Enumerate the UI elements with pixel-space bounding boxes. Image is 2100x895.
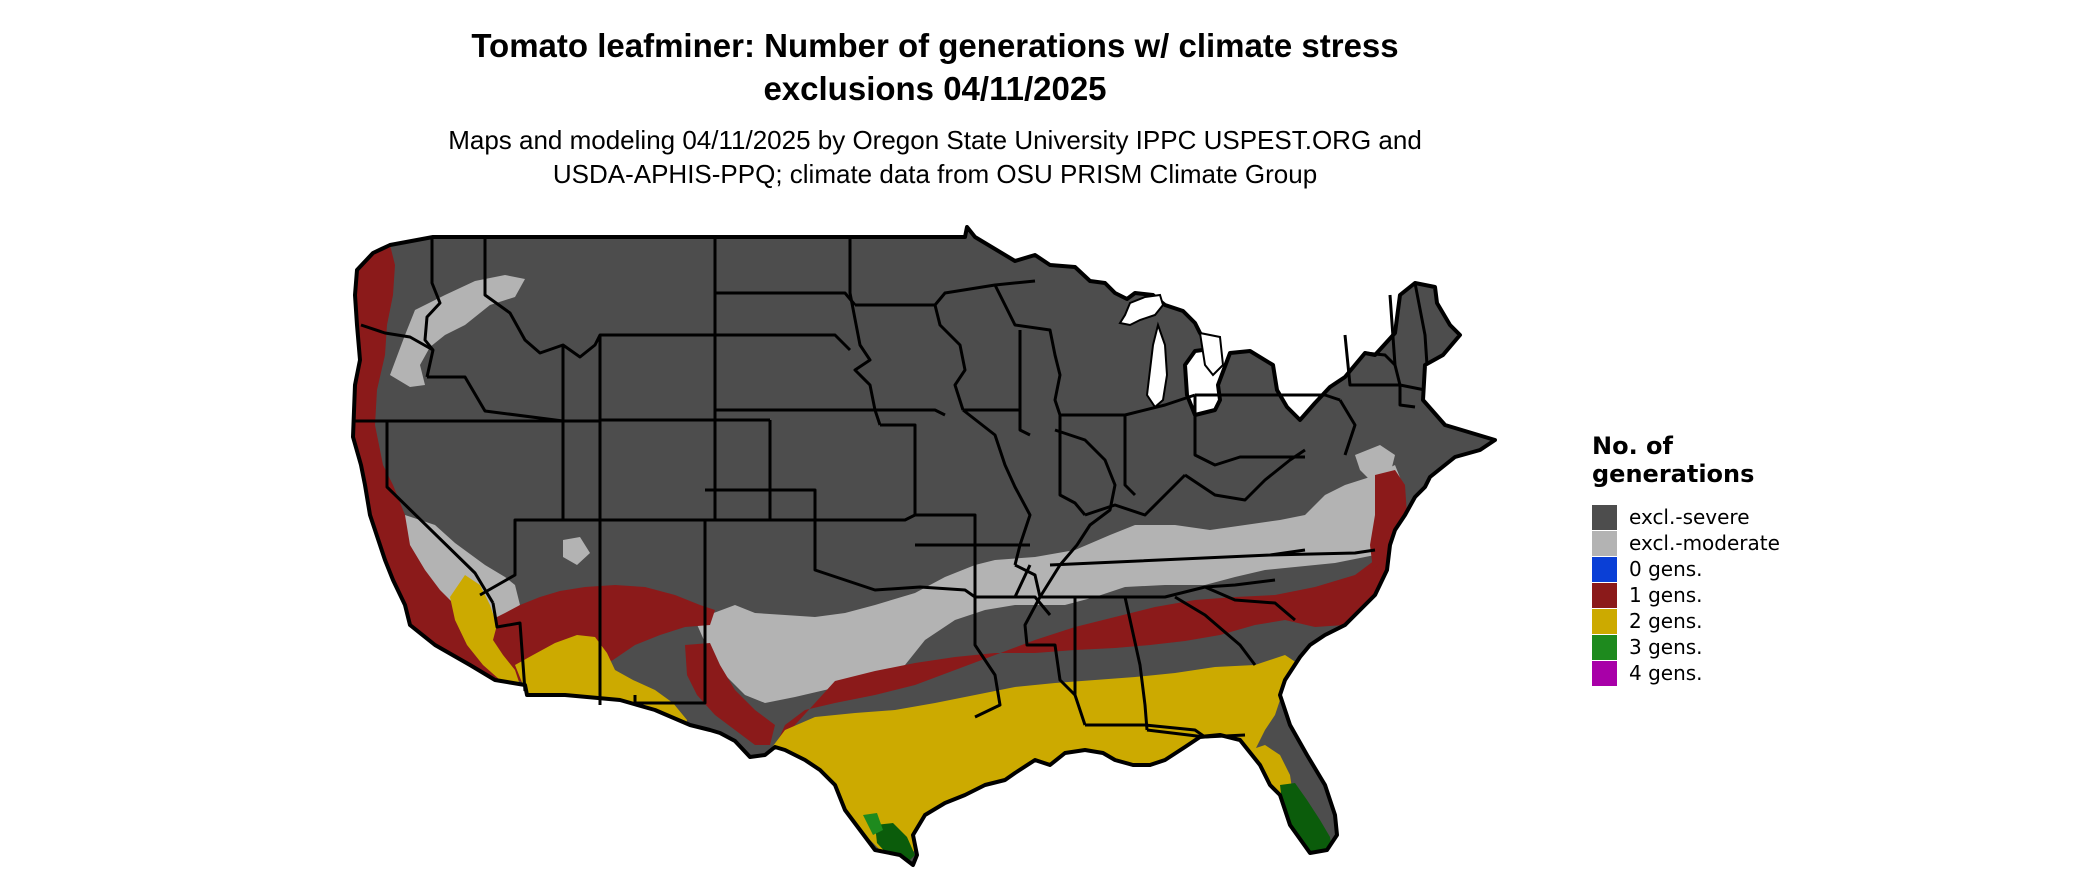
map-title: Tomato leafminer: Number of generations …	[0, 24, 1870, 110]
legend: No. of generations excl.-severe excl.-mo…	[1592, 432, 1780, 686]
border-il-in	[1018, 330, 1031, 437]
legend-label: 4 gens.	[1629, 661, 1703, 685]
border-pa-wv-md	[1193, 395, 1305, 467]
legend-title: No. of generations	[1592, 432, 1780, 488]
border-al-ga	[1123, 596, 1149, 731]
border-ma-ct-ri	[1398, 385, 1416, 409]
border-oh-pa	[1123, 415, 1137, 497]
map-subtitle-line2: USDA-APHIS-PPQ; climate data from OSU PR…	[552, 159, 1318, 189]
border-ne-mo	[875, 408, 946, 417]
border-mn-ia	[855, 279, 1036, 307]
zone-1gen-southern-band	[775, 545, 1390, 747]
border-or-id	[427, 375, 564, 423]
legend-swatch	[1592, 660, 1617, 686]
border-ca-az	[491, 602, 527, 692]
legend-swatch	[1592, 634, 1617, 660]
border-me-nh	[1413, 282, 1429, 366]
map-title-line1: Tomato leafminer: Number of generations …	[471, 27, 1399, 64]
legend-label: 1 gens.	[1629, 583, 1703, 607]
zone-moderate-midatlantic	[1355, 445, 1395, 480]
us-generations-map	[351, 225, 1497, 867]
legend-label: excl.-moderate	[1629, 531, 1780, 555]
border-ks-ok	[705, 513, 916, 522]
border-nh-vt	[1388, 294, 1402, 386]
border-ga-sc	[1174, 595, 1257, 666]
border-ar-ms-la	[1014, 563, 1077, 697]
zone-2gen-gulf-south	[770, 655, 1300, 860]
lake-huron	[1198, 331, 1225, 377]
legend-swatch	[1592, 608, 1617, 634]
legend-item-excl-moderate: excl.-moderate	[1592, 530, 1780, 556]
state-borders	[355, 237, 1429, 739]
border-mo-ar-ok	[915, 513, 977, 597]
legend-label: 3 gens.	[1629, 635, 1703, 659]
border-in-oh	[1058, 415, 1087, 516]
border-tn-ky-west	[1038, 428, 1117, 598]
zone-3gen-south-texas	[875, 823, 915, 865]
border-nm-tx	[633, 520, 707, 705]
border-ky-wv	[1084, 473, 1187, 517]
legend-swatch	[1592, 530, 1617, 556]
zone-3gen-florida	[1280, 783, 1333, 857]
border-wa-or	[360, 323, 434, 352]
border-sd-ne	[715, 333, 852, 352]
zone-1gen-arizona-edge	[685, 643, 775, 745]
map-title-line2: exclusions 04/11/2025	[763, 70, 1107, 107]
zone-2gen-california	[450, 575, 520, 685]
border-ms-al	[1073, 597, 1087, 726]
great-lakes	[1118, 293, 1225, 409]
border-ny-ma	[1343, 334, 1426, 392]
zone-3gen-texas-edge	[863, 813, 883, 835]
legend-item-2-gens: 2 gens.	[1592, 608, 1780, 634]
legend-item-3-gens: 3 gens.	[1592, 634, 1780, 660]
legend-item-excl-severe: excl.-severe	[1592, 504, 1780, 530]
border-oh-lake	[1124, 393, 1196, 417]
legend-label: 0 gens.	[1629, 557, 1703, 581]
border-ks-mo	[880, 423, 917, 515]
lake-superior-gap	[1118, 293, 1165, 327]
border-al-fl	[1085, 723, 1206, 739]
zone-moderate-utah	[563, 537, 590, 565]
legend-swatch	[1592, 556, 1617, 582]
border-la-ms-n	[1015, 595, 1052, 616]
border-wi-mi	[993, 284, 1062, 416]
border-id-mt	[483, 237, 715, 359]
border-nc-va	[1269, 548, 1376, 557]
map-subtitle-line1: Maps and modeling 04/11/2025 by Oregon S…	[448, 125, 1422, 155]
border-mn-nd-sd	[848, 237, 877, 411]
legend-swatch	[1592, 504, 1617, 530]
legend-item-4-gens: 4 gens.	[1592, 660, 1780, 686]
zone-1gen-east-coast	[1370, 470, 1407, 570]
border-pa-nj	[1338, 399, 1357, 456]
border-sc-nc	[1204, 585, 1296, 622]
lake-michigan	[1145, 321, 1169, 409]
legend-label: 2 gens.	[1629, 609, 1703, 633]
legend-title-line1: No. of	[1592, 432, 1673, 460]
border-tx-la	[973, 597, 1002, 719]
legend-label: excl.-severe	[1629, 505, 1750, 529]
border-ok-panhandle	[705, 488, 817, 520]
border-ia-wi-il	[933, 304, 967, 411]
border-ok-tx	[813, 520, 976, 599]
legend-item-1-gens: 1 gens.	[1592, 582, 1780, 608]
climate-zones	[353, 227, 1495, 865]
legend-swatch	[1592, 582, 1617, 608]
zone-moderate-northwest	[390, 275, 525, 387]
legend-items: excl.-severe excl.-moderate 0 gens. 1 ge…	[1592, 504, 1780, 686]
border-ca-nv	[385, 421, 495, 604]
legend-title-line2: generations	[1592, 460, 1755, 488]
map-subtitle: Maps and modeling 04/11/2025 by Oregon S…	[0, 123, 1870, 191]
legend-item-0-gens: 0 gens.	[1592, 556, 1780, 582]
